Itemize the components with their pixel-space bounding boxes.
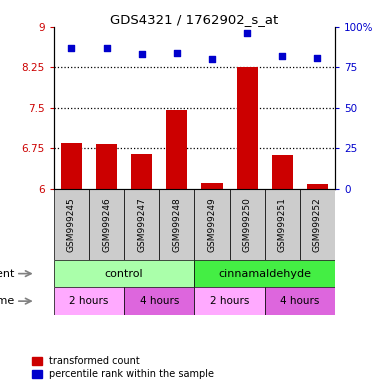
Bar xyxy=(54,260,194,287)
Text: cinnamaldehyde: cinnamaldehyde xyxy=(218,269,311,279)
Bar xyxy=(201,183,223,189)
Bar xyxy=(166,111,187,189)
Text: 4 hours: 4 hours xyxy=(140,296,179,306)
Text: control: control xyxy=(105,269,144,279)
Text: GSM999252: GSM999252 xyxy=(313,197,322,252)
Bar xyxy=(124,287,194,315)
Point xyxy=(314,55,320,61)
Bar xyxy=(300,189,335,260)
Text: 2 hours: 2 hours xyxy=(69,296,109,306)
Point xyxy=(244,30,250,36)
Bar xyxy=(54,189,89,260)
Bar xyxy=(307,184,328,189)
Bar xyxy=(272,155,293,189)
Point xyxy=(69,45,75,51)
Bar xyxy=(236,67,258,189)
Bar xyxy=(194,189,229,260)
Bar xyxy=(159,189,194,260)
Point xyxy=(209,56,215,62)
Text: time: time xyxy=(0,296,15,306)
Bar xyxy=(131,154,152,189)
Legend: transformed count, percentile rank within the sample: transformed count, percentile rank withi… xyxy=(32,356,214,379)
Point xyxy=(104,45,110,51)
Title: GDS4321 / 1762902_s_at: GDS4321 / 1762902_s_at xyxy=(110,13,279,26)
Bar xyxy=(89,189,124,260)
Bar xyxy=(96,144,117,189)
Point xyxy=(139,51,145,58)
Bar xyxy=(61,143,82,189)
Text: GSM999250: GSM999250 xyxy=(243,197,252,252)
Text: GSM999251: GSM999251 xyxy=(278,197,287,252)
Point xyxy=(279,53,285,59)
Text: GSM999247: GSM999247 xyxy=(137,197,146,252)
Text: 4 hours: 4 hours xyxy=(280,296,320,306)
Bar xyxy=(194,287,265,315)
Text: agent: agent xyxy=(0,269,15,279)
Bar xyxy=(264,287,335,315)
Text: GSM999245: GSM999245 xyxy=(67,197,76,252)
Bar xyxy=(229,189,265,260)
Bar xyxy=(194,260,335,287)
Bar xyxy=(264,189,300,260)
Bar xyxy=(54,287,124,315)
Bar xyxy=(124,189,159,260)
Text: GSM999248: GSM999248 xyxy=(172,197,181,252)
Text: GSM999246: GSM999246 xyxy=(102,197,111,252)
Point xyxy=(174,50,180,56)
Text: 2 hours: 2 hours xyxy=(210,296,249,306)
Text: GSM999249: GSM999249 xyxy=(208,197,216,252)
